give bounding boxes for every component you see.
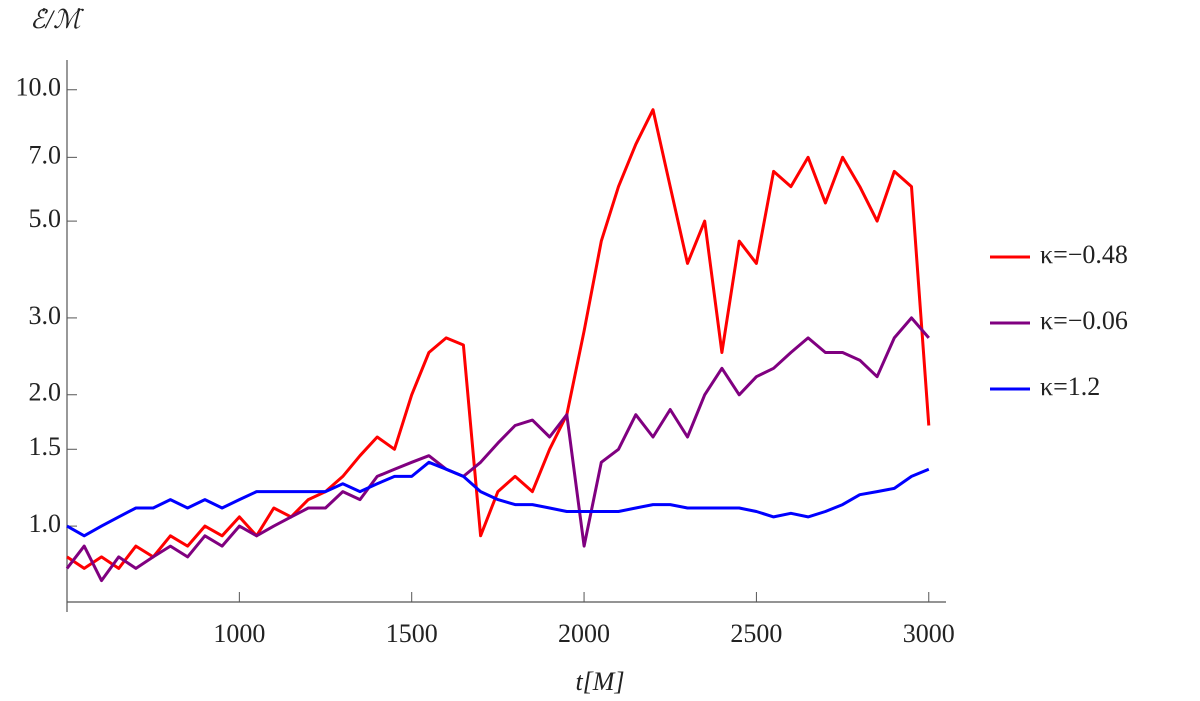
- legend-label: κ=−0.06: [1040, 306, 1128, 335]
- series-line: [66, 460, 930, 538]
- legend-label: κ=−0.48: [1040, 240, 1128, 269]
- y-tick-label: 7.0: [29, 140, 62, 169]
- series-line: [65, 316, 930, 583]
- y-tick-label: 10.0: [16, 73, 62, 102]
- y-tick-label: 2.0: [29, 378, 62, 407]
- legend-label: κ=1.2: [1040, 372, 1100, 401]
- x-tick-label: 2000: [558, 619, 610, 648]
- y-tick-label: 3.0: [29, 301, 62, 330]
- x-tick-label: 2500: [730, 619, 782, 648]
- series-line: [66, 108, 931, 570]
- y-tick-label: 1.5: [29, 432, 62, 461]
- x-tick-label: 3000: [903, 619, 955, 648]
- y-axis-label: ℰ̇/ℳ̇: [30, 5, 84, 34]
- x-tick-label: 1500: [386, 619, 438, 648]
- x-axis-label: t[M]: [575, 667, 624, 696]
- y-tick-label: 5.0: [29, 204, 62, 233]
- x-tick-label: 1000: [213, 619, 265, 648]
- y-tick-label: 1.0: [29, 509, 62, 538]
